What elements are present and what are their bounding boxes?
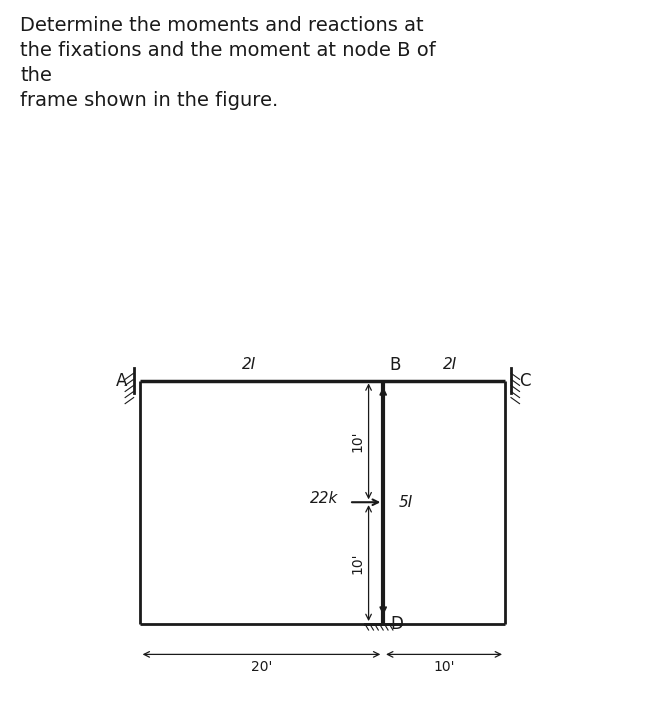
Text: 10': 10' [351, 431, 365, 452]
Text: 20': 20' [251, 661, 272, 674]
Text: 22k: 22k [310, 491, 338, 506]
Text: 10': 10' [351, 552, 365, 574]
Text: 2I: 2I [443, 357, 458, 372]
Text: Determine the moments and reactions at
the fixations and the moment at node B of: Determine the moments and reactions at t… [20, 16, 436, 110]
Text: A: A [116, 371, 127, 390]
Text: 2I: 2I [242, 357, 256, 372]
Text: 10': 10' [434, 661, 455, 674]
Text: D: D [391, 616, 403, 633]
Text: 5I: 5I [399, 495, 413, 510]
Text: B: B [389, 357, 401, 374]
Text: C: C [520, 371, 531, 390]
